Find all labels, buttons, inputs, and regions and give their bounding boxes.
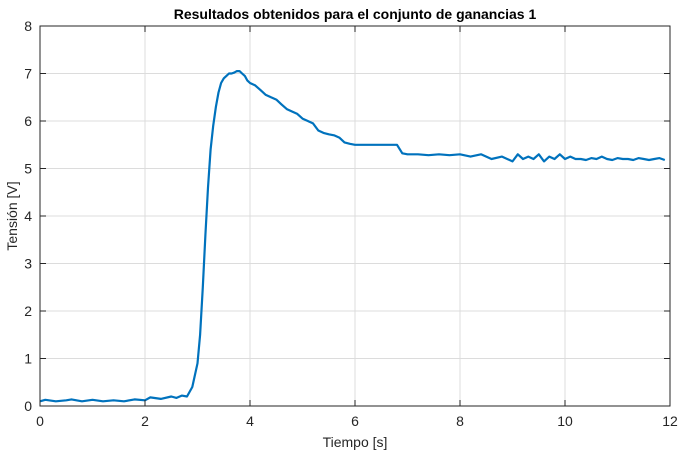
y-tick-label: 0	[24, 398, 32, 414]
y-axis-label: Tensión [V]	[4, 181, 20, 250]
chart-title: Resultados obtenidos para el conjunto de…	[174, 6, 537, 22]
x-tick-label: 2	[141, 413, 149, 429]
y-tick-label: 2	[24, 303, 32, 319]
x-tick-label: 6	[351, 413, 359, 429]
x-tick-label: 4	[246, 413, 254, 429]
y-tick-label: 6	[24, 113, 32, 129]
x-tick-label: 10	[557, 413, 573, 429]
x-tick-label: 8	[456, 413, 464, 429]
y-tick-label: 7	[24, 66, 32, 82]
x-axis-label: Tiempo [s]	[323, 434, 388, 450]
series-line	[39, 70, 666, 403]
y-tick-label: 8	[24, 18, 32, 34]
y-tick-label: 5	[24, 161, 32, 177]
y-tick-label: 1	[24, 351, 32, 367]
x-tick-label: 12	[662, 413, 678, 429]
y-tick-label: 4	[24, 208, 32, 224]
y-tick-label: 3	[24, 256, 32, 272]
x-tick-label: 0	[36, 413, 44, 429]
